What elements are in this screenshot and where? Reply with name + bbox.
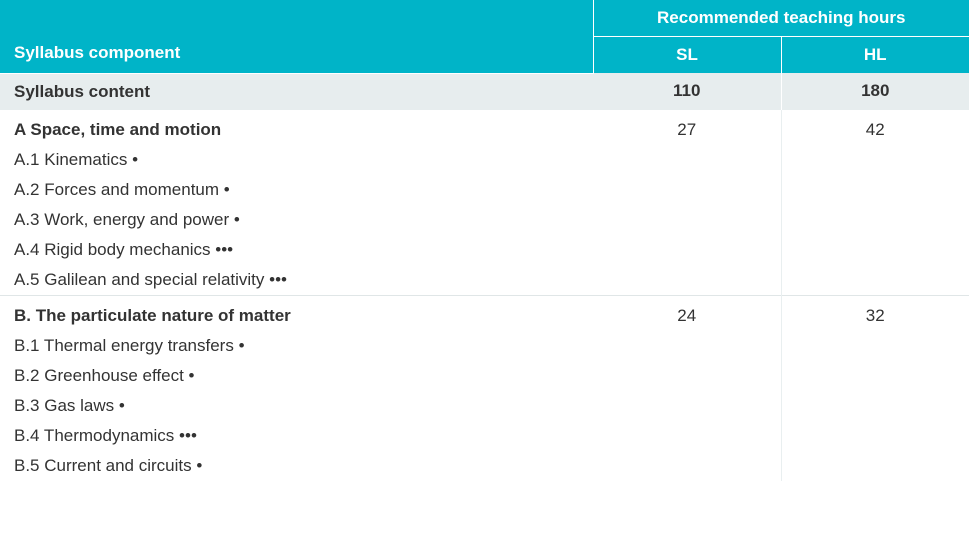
- row-sub: A.5 Galilean and special relativity •••: [0, 265, 969, 296]
- total-hl: 180: [781, 73, 969, 110]
- section-sl: 24: [593, 296, 781, 331]
- table-body: Syllabus content 110 180 A Space, time a…: [0, 73, 969, 481]
- sub-label: B.5 Current and circuits •: [0, 451, 593, 481]
- row-sub: A.3 Work, energy and power •: [0, 205, 969, 235]
- total-sl: 110: [593, 73, 781, 110]
- section-sl: 27: [593, 110, 781, 145]
- section-title: A Space, time and motion: [0, 110, 593, 145]
- sub-label: B.4 Thermodynamics •••: [0, 421, 593, 451]
- section-title: B. The particulate nature of matter: [0, 296, 593, 331]
- sub-label: A.5 Galilean and special relativity •••: [0, 265, 593, 296]
- sub-label: B.2 Greenhouse effect •: [0, 361, 593, 391]
- row-sub: B.1 Thermal energy transfers •: [0, 331, 969, 361]
- table-header: Syllabus component Recommended teaching …: [0, 0, 969, 73]
- col-header-component: Syllabus component: [0, 0, 593, 73]
- row-section-b: B. The particulate nature of matter 24 3…: [0, 296, 969, 331]
- row-sub: A.1 Kinematics •: [0, 145, 969, 175]
- sub-label: A.3 Work, energy and power •: [0, 205, 593, 235]
- col-header-hl: HL: [781, 37, 969, 74]
- section-hl: 32: [781, 296, 969, 331]
- row-sub: A.4 Rigid body mechanics •••: [0, 235, 969, 265]
- row-sub: B.3 Gas laws •: [0, 391, 969, 421]
- row-sub: B.4 Thermodynamics •••: [0, 421, 969, 451]
- sub-label: B.1 Thermal energy transfers •: [0, 331, 593, 361]
- col-header-group: Recommended teaching hours: [593, 0, 969, 37]
- syllabus-table: Syllabus component Recommended teaching …: [0, 0, 969, 481]
- total-label: Syllabus content: [0, 73, 593, 110]
- sub-label: A.4 Rigid body mechanics •••: [0, 235, 593, 265]
- sub-label: A.2 Forces and momentum •: [0, 175, 593, 205]
- row-sub: A.2 Forces and momentum •: [0, 175, 969, 205]
- row-sub: B.2 Greenhouse effect •: [0, 361, 969, 391]
- col-header-sl: SL: [593, 37, 781, 74]
- row-section-a: A Space, time and motion 27 42: [0, 110, 969, 145]
- sub-label: B.3 Gas laws •: [0, 391, 593, 421]
- syllabus-table-container: Syllabus component Recommended teaching …: [0, 0, 969, 481]
- row-total: Syllabus content 110 180: [0, 73, 969, 110]
- section-hl: 42: [781, 110, 969, 145]
- row-sub: B.5 Current and circuits •: [0, 451, 969, 481]
- sub-label: A.1 Kinematics •: [0, 145, 593, 175]
